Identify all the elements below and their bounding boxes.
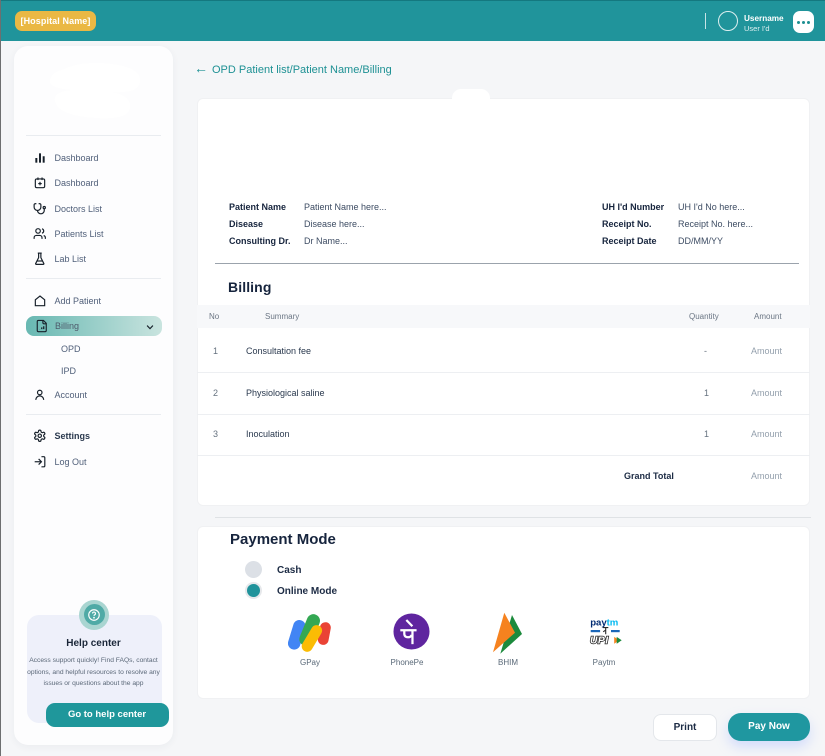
- svg-text:tm: tm: [607, 618, 619, 629]
- svg-text:UPI: UPI: [590, 635, 609, 645]
- svg-text:pay: pay: [590, 618, 607, 629]
